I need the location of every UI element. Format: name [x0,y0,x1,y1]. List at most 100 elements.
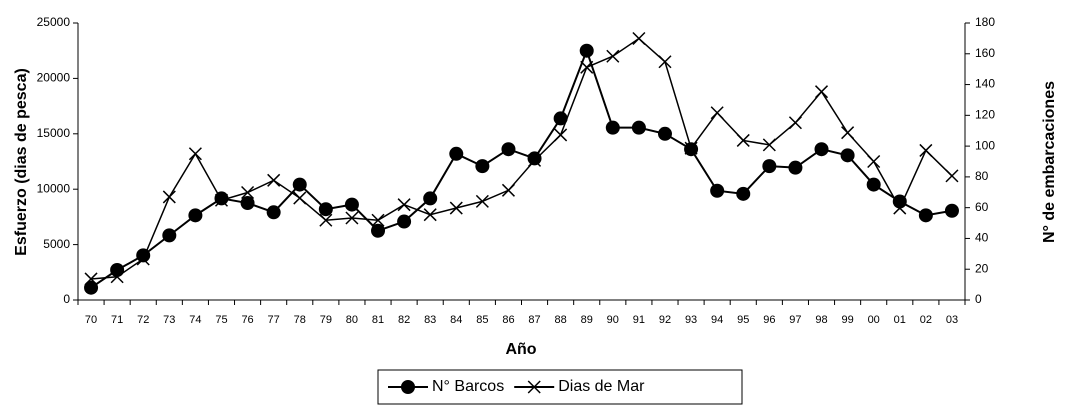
data-point [84,272,98,286]
x-tick-label: 82 [398,314,410,326]
x-tick-label: 78 [294,314,306,326]
data-point [475,194,489,208]
series-line [90,37,953,280]
data-point [397,214,412,229]
y2-tick-label: 40 [975,231,989,245]
y2-tick-label: 180 [975,15,995,29]
legend-marker [527,380,541,394]
y2-axis-title: N° de embarcaciones [1041,81,1058,243]
data-point [162,190,176,204]
data-point [631,120,646,135]
data-point [632,31,646,46]
data-point [266,205,281,220]
data-point [945,169,959,183]
data-point [788,160,803,175]
data-point [318,202,333,217]
data-point [527,151,542,166]
y2-tick-label: 100 [975,138,995,152]
data-point [684,141,698,155]
y2-tick-label: 120 [975,108,995,122]
data-point [814,85,829,99]
x-tick-label: 71 [111,314,123,326]
x-tick-label: 86 [502,314,514,326]
y2-tick-label: 60 [975,200,989,214]
x-tick-label: 90 [607,314,619,326]
x-tick-label: 75 [215,314,227,326]
data-point [580,60,594,74]
y2-tick-label: 80 [975,169,989,183]
data-point [188,147,202,161]
x-tick-label: 84 [450,314,462,326]
y-tick-label: 15000 [37,126,71,140]
data-point [866,177,881,192]
data-point [944,203,959,218]
data-point [710,183,725,198]
x-tick-label: 94 [711,314,723,326]
data-point [762,159,777,174]
data-point [136,248,151,263]
legend-label: N° Barcos [432,378,504,395]
data-point [762,138,776,152]
y-tick-label: 0 [63,292,70,306]
data-point [162,228,177,243]
data-point [110,270,124,284]
x-tick-label: 87 [528,314,540,326]
x-tick-label: 92 [659,314,671,326]
x-tick-label: 77 [268,314,280,326]
legend-marker [401,380,415,394]
data-point [553,111,568,126]
data-point [736,186,751,201]
data-point [893,201,907,215]
data-point [501,183,515,197]
x-tick-label: 98 [815,314,827,326]
data-point [867,154,881,169]
data-point [814,142,829,157]
data-point [710,106,724,120]
x-tick-label: 76 [241,314,253,326]
data-point [788,116,802,130]
x-tick-label: 72 [137,314,149,326]
data-point [449,146,464,161]
data-point [554,128,568,142]
x-tick-label: 91 [633,314,645,326]
y-tick-label: 5000 [43,237,70,251]
data-point [606,49,620,63]
x-tick-label: 03 [946,314,958,326]
data-point [241,185,255,200]
data-point [423,191,438,206]
x-tick-label: 93 [685,314,697,326]
data-point [110,262,125,277]
y-tick-label: 20000 [37,71,71,85]
data-point [371,213,385,227]
y-axis-title: Esfuerzo (dias de pesca) [13,68,30,256]
x-tick-label: 89 [581,314,593,326]
data-point [501,142,516,157]
y2-tick-label: 0 [975,292,982,306]
y-tick-label: 25000 [37,15,71,29]
x-tick-label: 73 [163,314,175,326]
data-point [918,208,933,223]
x-tick-label: 83 [424,314,436,326]
data-point [293,191,307,205]
x-tick-label: 00 [868,314,880,326]
data-point [397,198,411,212]
y-tick-label: 10000 [37,181,71,195]
data-point [657,126,672,141]
x-tick-label: 97 [789,314,801,326]
x-tick-label: 85 [476,314,488,326]
data-point [475,159,490,174]
x-tick-label: 88 [555,314,567,326]
data-point [267,173,281,187]
data-point [528,153,542,167]
x-tick-label: 95 [737,314,749,326]
data-point [188,208,203,223]
data-point [345,211,359,225]
data-point [919,143,933,157]
data-point [449,201,463,215]
data-point [84,280,99,295]
x-tick-label: 01 [894,314,906,326]
x-tick-label: 80 [346,314,358,326]
data-point [292,177,307,192]
legend-box [377,369,743,405]
